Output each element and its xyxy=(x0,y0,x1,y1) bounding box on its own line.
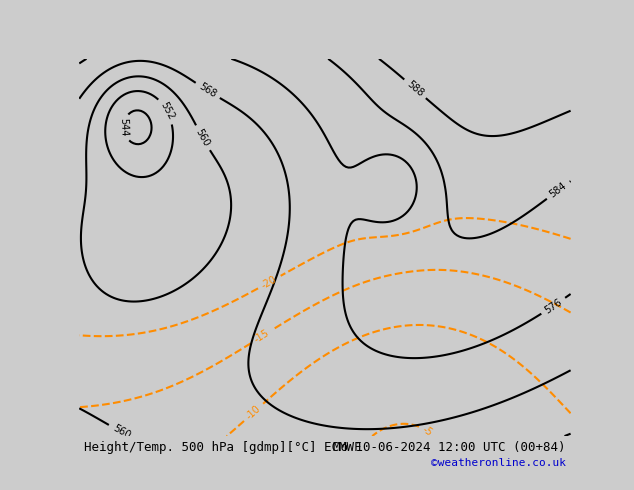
Text: 560: 560 xyxy=(194,127,212,148)
Text: -20: -20 xyxy=(260,274,279,291)
Text: -10: -10 xyxy=(244,403,262,421)
Text: 568: 568 xyxy=(197,81,218,100)
Text: -5: -5 xyxy=(421,424,434,438)
Text: 588: 588 xyxy=(404,79,425,98)
Text: 544: 544 xyxy=(119,118,129,137)
Text: 552: 552 xyxy=(158,100,176,122)
Text: ©weatheronline.co.uk: ©weatheronline.co.uk xyxy=(430,458,566,468)
Text: -15: -15 xyxy=(252,328,271,345)
Text: 560: 560 xyxy=(111,423,132,441)
Text: Mo 10-06-2024 12:00 UTC (00+84): Mo 10-06-2024 12:00 UTC (00+84) xyxy=(333,441,566,454)
Text: 584: 584 xyxy=(548,181,569,200)
Text: Height/Temp. 500 hPa [gdmp][°C] ECMWF: Height/Temp. 500 hPa [gdmp][°C] ECMWF xyxy=(84,441,361,454)
Text: 576: 576 xyxy=(543,296,564,315)
